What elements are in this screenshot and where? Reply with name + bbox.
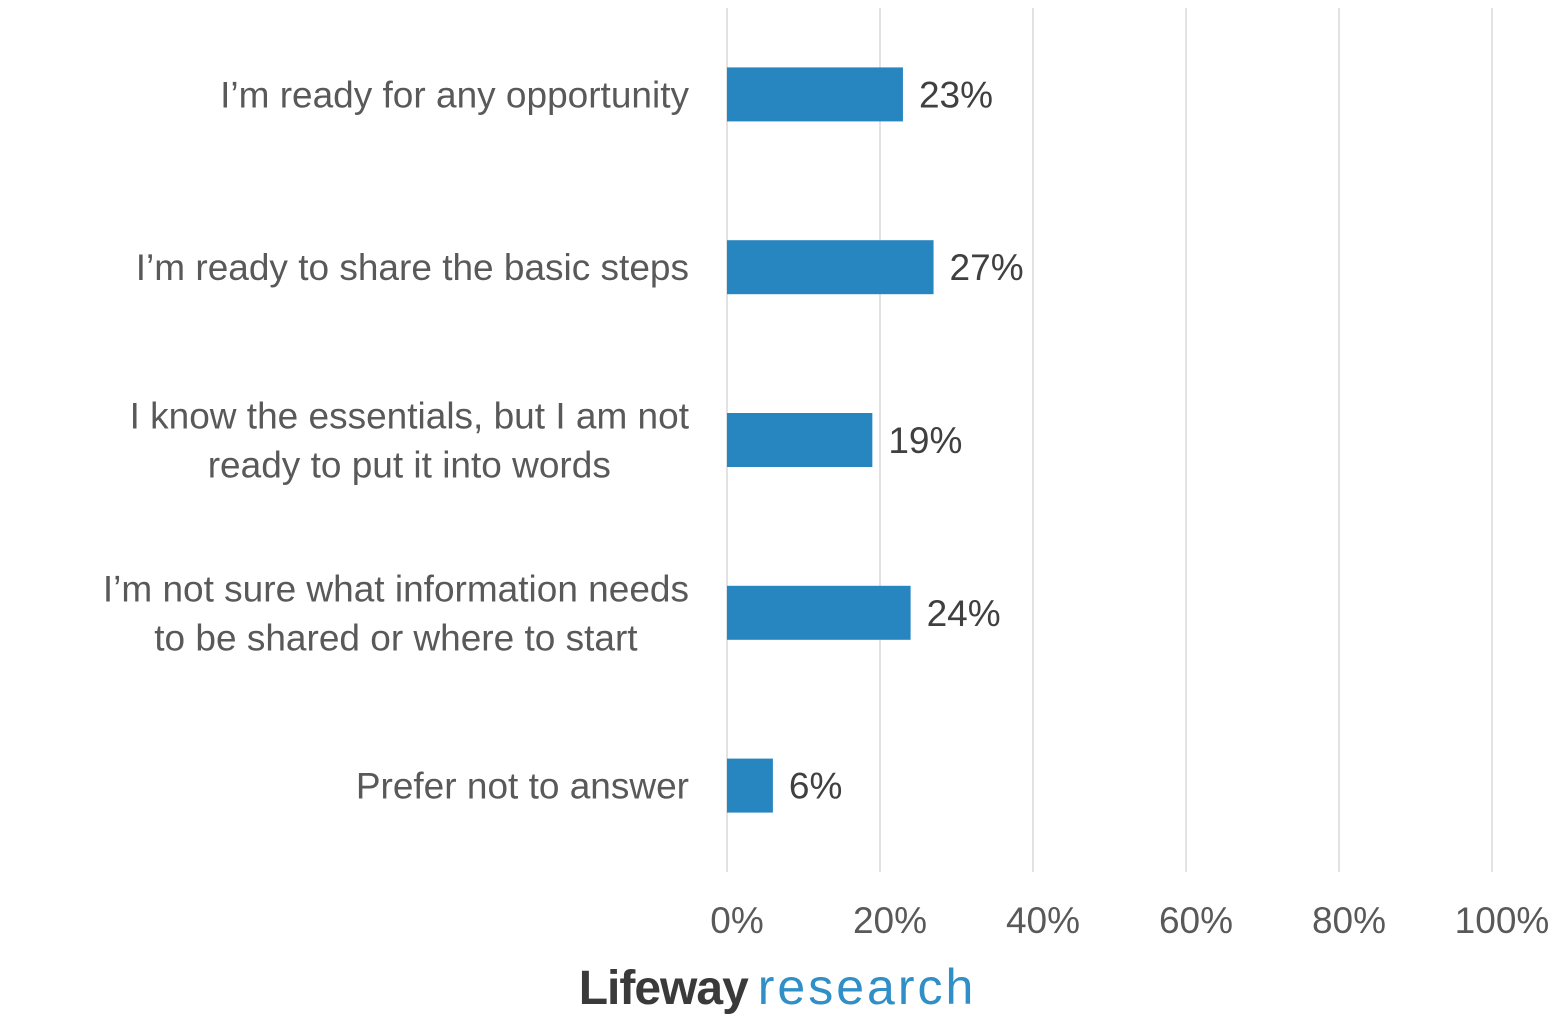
gridlines — [726, 8, 1493, 872]
x-axis-tick-labels: 0% 20% 40% 60% 80% 100% — [710, 900, 1549, 941]
value-label: 6% — [789, 766, 842, 807]
x-tick-label: 80% — [1312, 900, 1386, 941]
x-tick-label: 0% — [710, 900, 763, 941]
bar — [727, 67, 903, 122]
category-label-line: Prefer not to answer — [356, 766, 689, 807]
logo-sub: research — [757, 959, 977, 1015]
value-label: 23% — [919, 74, 993, 115]
bars — [727, 67, 934, 813]
category-label-line: I’m not sure what information needs — [103, 568, 689, 609]
value-label: 19% — [888, 420, 962, 461]
category-label: I’m not sure what information needs to be… — [103, 568, 689, 658]
x-tick-label: 40% — [1006, 900, 1080, 941]
lifeway-research-logo: Lifeway research — [0, 958, 1555, 1018]
logo-brand: Lifeway — [578, 962, 749, 1015]
category-label: I know the essentials, but I am not ready… — [130, 396, 690, 486]
bar — [727, 758, 773, 813]
value-label: 27% — [950, 247, 1024, 288]
category-label-line: I’m ready for any opportunity — [220, 74, 689, 115]
x-tick-label: 100% — [1455, 900, 1550, 941]
category-label-line: ready to put it into words — [208, 445, 611, 486]
category-label-line: to be shared or where to start — [154, 617, 638, 658]
x-tick-label: 60% — [1159, 900, 1233, 941]
category-label-line: I’m ready to share the basic steps — [136, 247, 689, 288]
bar — [727, 413, 873, 467]
category-label: I’m ready for any opportunity — [220, 74, 689, 115]
category-label-line: I know the essentials, but I am not — [130, 396, 690, 437]
bar — [727, 240, 934, 295]
value-labels: 23% 27% 19% 24% 6% — [789, 74, 1024, 806]
bar — [727, 585, 911, 640]
category-labels: I’m ready for any opportunity I’m ready t… — [103, 74, 690, 806]
x-tick-label: 20% — [853, 900, 927, 941]
category-label: Prefer not to answer — [356, 766, 689, 807]
category-label: I’m ready to share the basic steps — [136, 247, 689, 288]
value-label: 24% — [927, 593, 1001, 634]
